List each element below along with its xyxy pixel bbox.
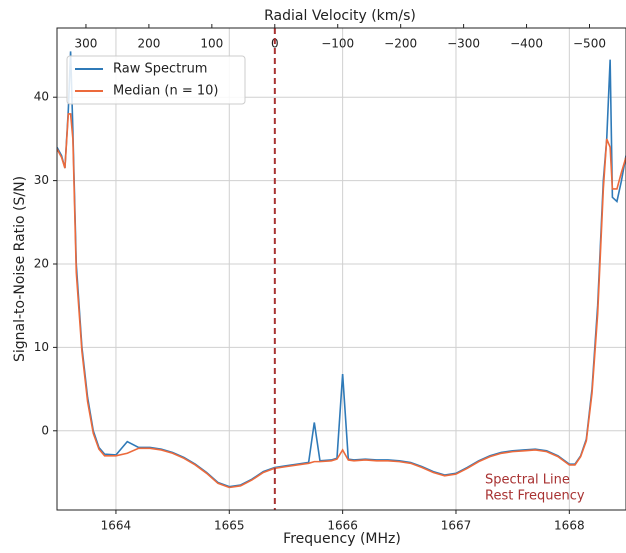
legend-box [66,55,246,105]
x2-axis-label: Radial Velocity (km/s) [264,8,416,24]
x-tick-label: 1665 [214,519,245,533]
x2-tick-label: −100 [321,37,354,51]
annotation: Spectral Line [485,473,570,488]
x2-tick-label: 200 [137,37,160,51]
y-tick-label: 0 [41,423,49,437]
x-tick-label: 1668 [554,519,585,533]
y-tick-label: 40 [34,90,49,104]
x2-tick-label: −500 [573,37,606,51]
x-tick-label: 1667 [441,519,472,533]
legend-label: Median (n = 10) [113,84,219,99]
x2-tick-label: −200 [384,37,417,51]
x-tick-label: 1664 [101,519,132,533]
y-tick-label: 30 [34,173,49,187]
legend-label: Raw Spectrum [113,62,207,77]
plot-frame [56,27,626,511]
x2-tick-label: 300 [75,37,98,51]
x-axis-label: Frequency (MHz) [283,531,401,547]
x2-tick-label: −400 [510,37,543,51]
y-tick-label: 10 [34,340,49,354]
y-tick-label: 20 [34,256,49,270]
y-axis-label: Signal-to-Noise Ratio (S/N) [12,176,28,362]
x-tick-label: 1666 [327,519,358,533]
annotation: Rest Frequency [485,489,585,504]
series-line [57,113,626,489]
x2-tick-label: −300 [447,37,480,51]
series-line [57,51,626,488]
x2-tick-label: 100 [200,37,223,51]
